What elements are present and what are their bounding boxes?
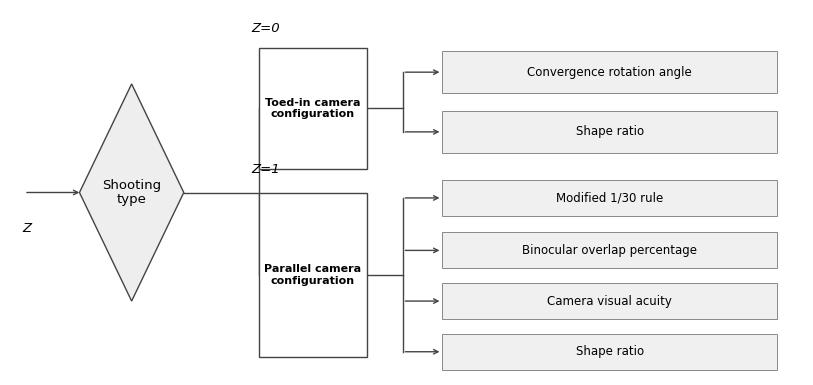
Text: Convergence rotation angle: Convergence rotation angle (528, 66, 692, 79)
Text: Parallel camera
configuration: Parallel camera configuration (264, 264, 362, 286)
Text: Modified 1/30 rule: Modified 1/30 rule (556, 191, 663, 204)
FancyBboxPatch shape (442, 111, 777, 153)
Text: Shape ratio: Shape ratio (576, 126, 644, 138)
Text: Z: Z (23, 222, 32, 235)
FancyBboxPatch shape (442, 51, 777, 93)
Text: Z=0: Z=0 (251, 22, 280, 35)
Text: Camera visual acuity: Camera visual acuity (547, 295, 672, 308)
FancyBboxPatch shape (442, 180, 777, 216)
Text: Shape ratio: Shape ratio (576, 345, 644, 358)
Text: Z=1: Z=1 (251, 163, 280, 176)
FancyBboxPatch shape (442, 283, 777, 319)
Text: Binocular overlap percentage: Binocular overlap percentage (522, 244, 698, 257)
FancyBboxPatch shape (442, 232, 777, 268)
FancyBboxPatch shape (442, 334, 777, 370)
Polygon shape (80, 84, 184, 301)
FancyBboxPatch shape (259, 192, 367, 357)
Text: Toed-in camera
configuration: Toed-in camera configuration (265, 97, 361, 119)
FancyBboxPatch shape (259, 48, 367, 169)
Text: Shooting
type: Shooting type (102, 179, 161, 206)
